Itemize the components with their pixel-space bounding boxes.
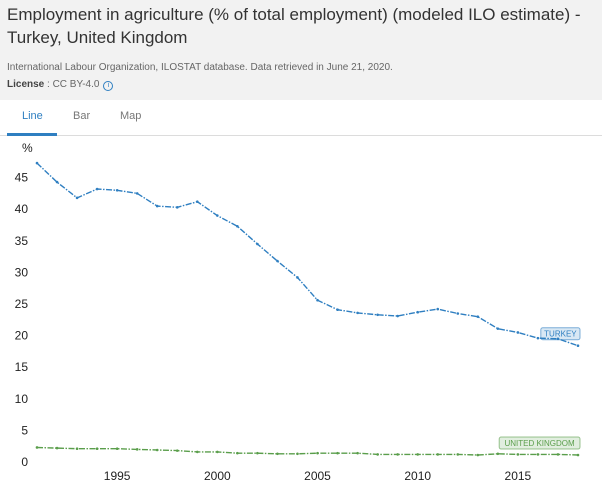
- data-point-turkey: [175, 206, 179, 209]
- y-axis: % 0 5 10 15 20 25 30 35 40 45: [15, 141, 33, 469]
- data-point-united-kingdom: [276, 452, 279, 456]
- y-tick-label: 15: [15, 360, 29, 374]
- series-line-united-kingdom: [36, 446, 579, 456]
- x-tick-label: 2015: [505, 469, 532, 483]
- data-point-turkey: [75, 196, 79, 200]
- data-point-united-kingdom: [576, 453, 580, 457]
- data-point-turkey: [456, 312, 460, 315]
- y-axis-label: %: [22, 141, 33, 155]
- tab-line[interactable]: Line: [22, 110, 43, 122]
- data-point-united-kingdom: [536, 453, 540, 456]
- y-tick-label: 0: [21, 455, 28, 469]
- data-point-united-kingdom: [376, 453, 379, 456]
- data-point-united-kingdom: [135, 448, 139, 451]
- data-point-united-kingdom: [256, 451, 259, 455]
- x-tick-label: 2000: [204, 469, 231, 483]
- data-point-turkey: [376, 313, 379, 317]
- data-point-united-kingdom: [436, 453, 440, 456]
- data-point-united-kingdom: [236, 451, 239, 455]
- data-point-united-kingdom: [95, 447, 99, 451]
- data-point-turkey: [416, 310, 420, 314]
- data-point-turkey: [135, 192, 139, 195]
- data-point-united-kingdom: [55, 446, 59, 450]
- data-point-united-kingdom: [216, 450, 219, 454]
- data-point-turkey: [256, 242, 259, 246]
- x-tick-label: 1995: [104, 469, 131, 483]
- data-point-turkey: [316, 298, 319, 302]
- data-point-turkey: [216, 214, 219, 217]
- data-point-united-kingdom: [175, 449, 179, 452]
- data-point-united-kingdom: [496, 452, 500, 456]
- data-point-turkey: [296, 276, 299, 279]
- data-point-united-kingdom: [75, 447, 79, 451]
- data-point-united-kingdom: [516, 453, 520, 456]
- data-point-turkey: [55, 180, 59, 184]
- data-point-turkey: [496, 327, 500, 330]
- license-label: License: [7, 79, 45, 90]
- data-point-united-kingdom: [316, 451, 319, 455]
- data-point-united-kingdom: [35, 446, 39, 449]
- license-value: : CC BY-4.0: [44, 79, 100, 90]
- data-point-turkey: [356, 311, 359, 315]
- data-point-united-kingdom: [396, 453, 399, 456]
- license: License : CC BY-4.0 i: [7, 79, 114, 91]
- series-label-united-kingdom: UNITED KINGDOM: [504, 439, 575, 448]
- tab-bar[interactable]: Bar: [73, 110, 91, 122]
- tab-map[interactable]: Map: [120, 110, 142, 122]
- data-point-turkey: [576, 344, 580, 348]
- data-point-turkey: [195, 200, 199, 203]
- data-point-united-kingdom: [456, 453, 460, 456]
- y-tick-label: 25: [15, 297, 29, 311]
- data-point-united-kingdom: [115, 447, 119, 451]
- y-tick-label: 10: [15, 392, 29, 406]
- data-point-united-kingdom: [195, 450, 199, 454]
- data-point-united-kingdom: [296, 452, 299, 456]
- data-point-turkey: [35, 161, 39, 165]
- y-tick-label: 35: [15, 234, 29, 248]
- data-point-turkey: [95, 187, 99, 191]
- data-point-turkey: [276, 259, 279, 263]
- series-layer: TURKEY UNITED KINGDOM: [35, 161, 581, 457]
- data-point-united-kingdom: [155, 448, 159, 452]
- chart-tabs: Line Bar Map: [0, 100, 602, 136]
- y-tick-label: 30: [15, 265, 29, 279]
- y-tick-label: 45: [15, 171, 29, 185]
- series-label-box-united-kingdom: [498, 436, 581, 450]
- data-source: International Labour Organization, ILOST…: [7, 62, 393, 73]
- data-point-turkey: [236, 224, 239, 228]
- x-tick-label: 2005: [304, 469, 331, 483]
- data-point-turkey: [476, 315, 480, 318]
- y-tick-label: 20: [15, 329, 29, 343]
- data-point-turkey: [536, 336, 540, 340]
- chart-panel: Line Bar Map: [0, 100, 602, 493]
- data-point-turkey: [516, 331, 520, 334]
- data-point-united-kingdom: [336, 451, 339, 455]
- data-point-turkey: [436, 307, 440, 311]
- x-tick-label: 2010: [404, 469, 431, 483]
- data-point-turkey: [115, 188, 119, 192]
- y-tick-label: 5: [21, 423, 28, 437]
- data-point-united-kingdom: [556, 453, 560, 456]
- info-icon[interactable]: i: [103, 81, 114, 91]
- active-tab-indicator: [7, 133, 57, 136]
- data-point-turkey: [396, 314, 399, 318]
- data-point-united-kingdom: [356, 451, 359, 455]
- series-line-turkey: [36, 162, 579, 347]
- data-point-turkey: [336, 308, 339, 312]
- data-point-united-kingdom: [476, 453, 480, 457]
- x-axis: 1995 2000 2005 2010 2015: [104, 469, 532, 483]
- chart-title: Employment in agriculture (% of total em…: [7, 5, 581, 47]
- series-label-turkey: TURKEY: [544, 330, 577, 339]
- data-point-united-kingdom: [416, 453, 420, 456]
- series-label-box-turkey: [540, 327, 581, 341]
- y-tick-label: 40: [15, 202, 29, 216]
- data-point-turkey: [155, 204, 159, 208]
